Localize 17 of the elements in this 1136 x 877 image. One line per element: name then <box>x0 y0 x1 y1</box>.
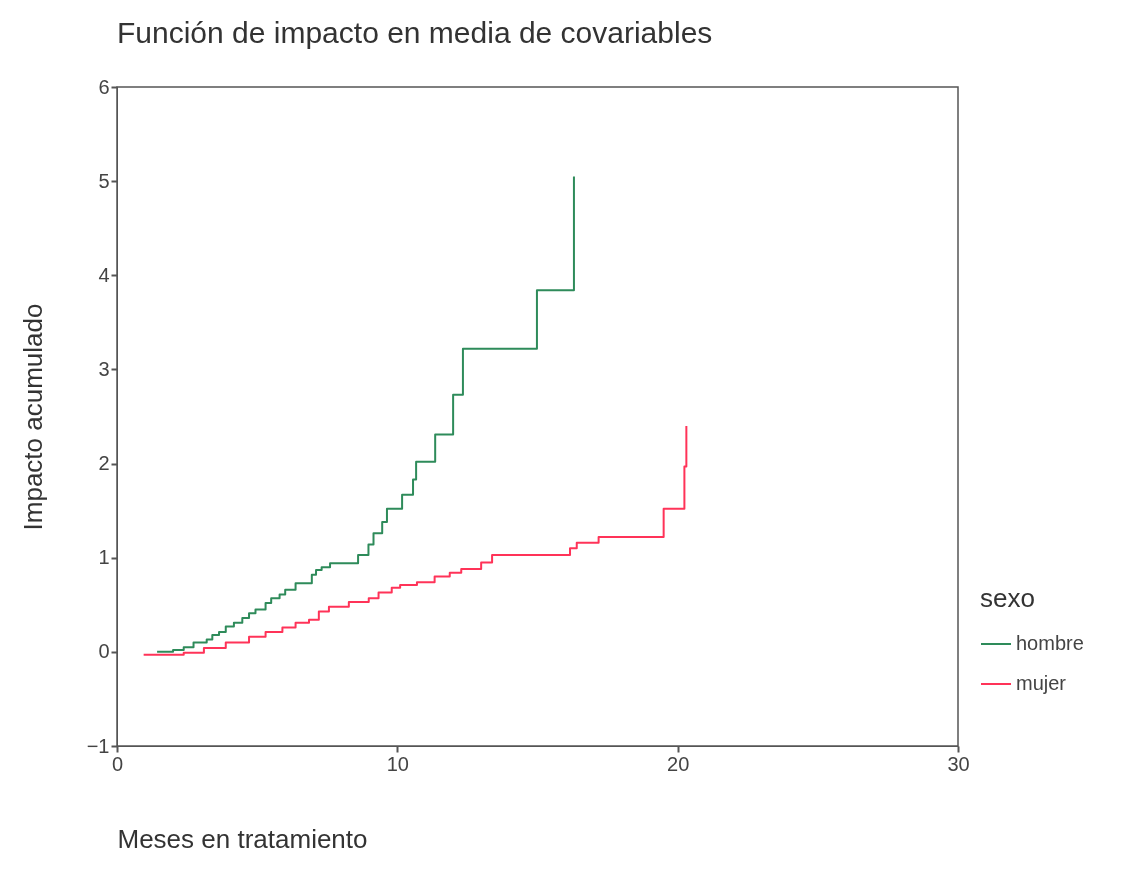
y-tick-label: 3 <box>98 357 110 380</box>
y-tick-label: 5 <box>98 169 110 192</box>
y-tick-label: 1 <box>98 546 110 569</box>
x-axis-title: Meses en tratamiento <box>117 823 368 854</box>
legend-label: hombre <box>1016 632 1084 654</box>
x-tick-label: 20 <box>667 752 690 775</box>
chart-title: Función de impacto en media de covariables <box>117 16 713 49</box>
y-tick-label: −1 <box>86 734 110 757</box>
x-tick-label: 10 <box>386 752 409 775</box>
y-tick-label: 2 <box>98 452 110 475</box>
y-tick-label: 4 <box>98 263 110 286</box>
legend-label: mujer <box>1016 672 1067 694</box>
legend-title: sexo <box>980 583 1035 613</box>
x-tick-label: 30 <box>947 752 970 775</box>
y-tick-label: 0 <box>98 640 110 663</box>
y-tick-label: 6 <box>98 75 110 98</box>
y-axis-title: Impacto acumulado <box>17 303 48 531</box>
